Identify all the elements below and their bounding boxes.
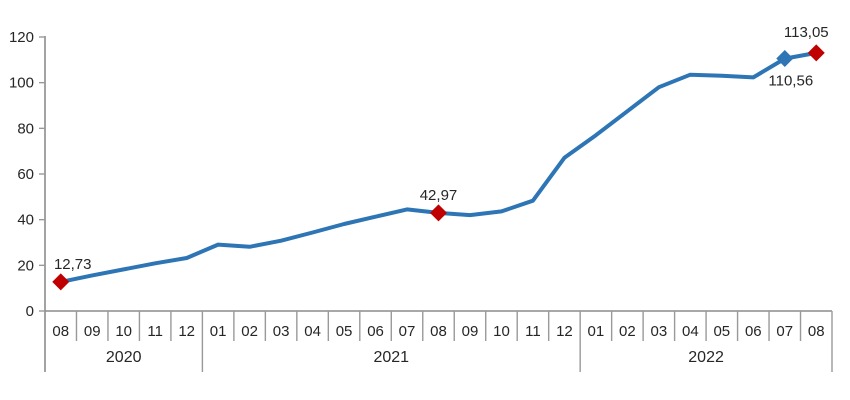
month-label: 05 (336, 323, 353, 340)
month-label: 06 (367, 323, 384, 340)
month-label: 10 (493, 323, 510, 340)
y-axis-label: 20 (17, 257, 34, 274)
year-label: 2020 (106, 349, 142, 366)
month-label: 03 (651, 323, 668, 340)
year-label: 2021 (373, 349, 409, 366)
data-label: 12,73 (54, 256, 92, 273)
month-label: 12 (556, 323, 573, 340)
month-label: 05 (713, 323, 730, 340)
month-label: 11 (147, 323, 163, 340)
month-label: 09 (84, 323, 101, 340)
month-label: 04 (682, 323, 699, 340)
y-axis-label: 120 (9, 29, 34, 46)
data-label: 110,56 (768, 73, 813, 90)
month-label: 12 (178, 323, 195, 340)
month-label: 07 (399, 323, 416, 340)
month-label: 01 (210, 323, 227, 340)
y-axis-label: 0 (26, 303, 34, 320)
month-label: 07 (776, 323, 793, 340)
red-diamond-marker (430, 204, 447, 222)
month-label: 06 (745, 323, 762, 340)
y-axis-label: 40 (17, 212, 34, 229)
month-label: 03 (273, 323, 290, 340)
red-diamond-marker (807, 44, 825, 62)
y-axis-label: 100 (9, 75, 34, 92)
trend-line (58, 50, 819, 284)
month-label: 08 (52, 323, 69, 340)
month-label: 08 (430, 323, 447, 340)
data-label: 42,97 (420, 187, 458, 204)
y-axis-label: 80 (17, 120, 34, 137)
month-label: 10 (115, 323, 132, 340)
year-label: 2022 (688, 349, 724, 366)
month-label: 04 (304, 323, 321, 340)
month-label: 11 (525, 323, 541, 340)
month-label: 09 (462, 323, 479, 340)
red-diamond-marker (52, 273, 70, 291)
month-label: 02 (241, 323, 258, 340)
y-axis-label: 60 (17, 166, 34, 183)
month-label: 01 (588, 323, 605, 340)
month-label: 08 (808, 323, 825, 340)
data-label: 113,05 (784, 24, 829, 41)
month-label: 02 (619, 323, 636, 340)
blue-diamond-marker (776, 50, 794, 68)
